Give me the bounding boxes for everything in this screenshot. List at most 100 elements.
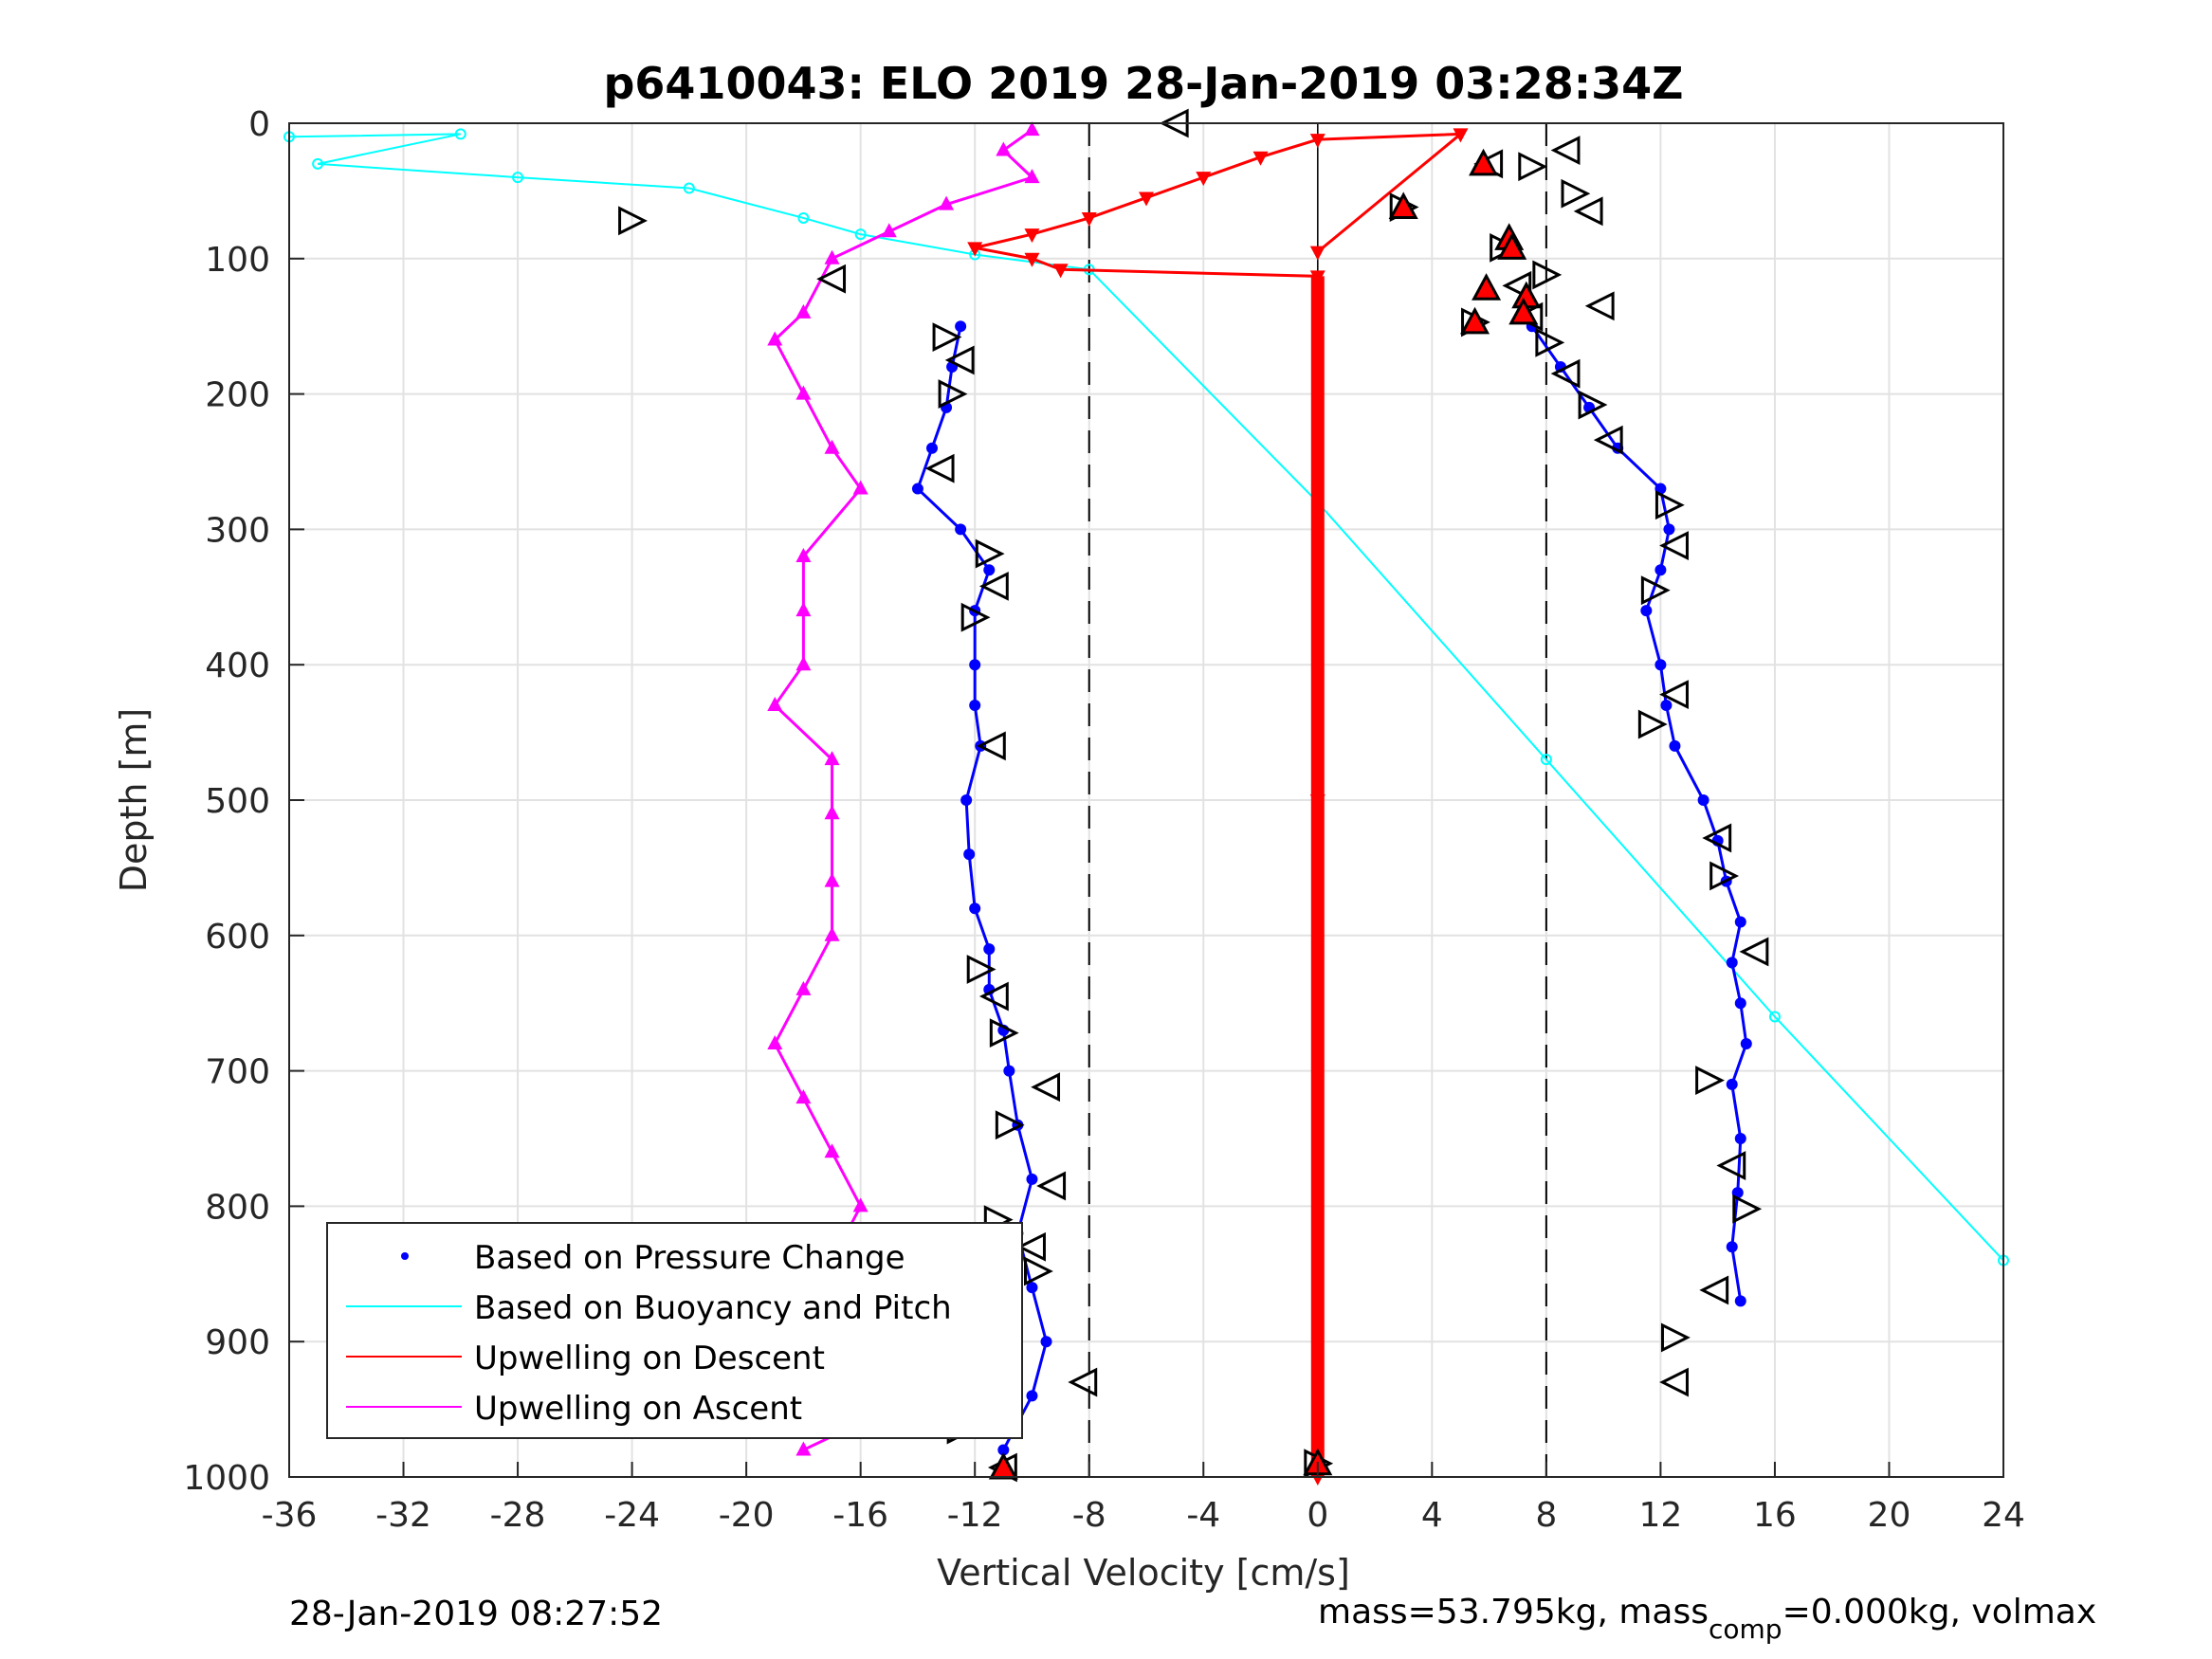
legend: Based on Pressure Change Based on Buoyan… [326,1222,1023,1439]
y-tick-label: 600 [205,918,270,957]
ascent-upwelling-point [824,805,840,820]
pressure-change-point [983,943,996,956]
ascent-upwelling-point [824,439,840,454]
flag-triangle [1550,358,1581,389]
pressure-change-point [955,523,967,536]
buoyancy-point [1540,754,1552,766]
y-axis-ticks: 0 100 200 300 400 500 600 700 800 900 1000 [183,105,304,1498]
flag-triangle [995,1110,1025,1140]
flag-triangle [989,1018,1019,1048]
flag-triangle [1732,1194,1763,1224]
descent-upwelling-point [1081,211,1097,227]
flag-triangle [1550,136,1581,165]
y-tick-label: 800 [205,1188,270,1227]
descent-upwelling-point [1024,228,1040,244]
flag-triangle [924,453,955,483]
buoyancy-point [454,128,466,140]
y-tick-label: 1000 [183,1459,270,1498]
flag-triangles [618,108,1769,1483]
x-tick-label: -4 [1186,1496,1220,1535]
pressure-change-point [911,483,923,495]
x-tick-label: 20 [1868,1496,1911,1535]
x-tick-label: 16 [1753,1496,1797,1535]
flag-triangle [1660,1322,1691,1353]
x-axis-ticks: -36 -32 -28 -24 -20 -16 -12 -8 -4 0 4 8 12 16 20 24 [262,1462,2025,1535]
x-tick-label: 4 [1421,1496,1443,1535]
descent-upwelling-point [1453,128,1469,143]
ascent-upwelling-point [767,331,783,346]
flag-triangle [1659,531,1689,560]
pressure-change-point [1663,523,1675,536]
pressure-change-point [1734,1295,1746,1307]
flag-triangle [1659,680,1689,710]
pressure-change-point [1740,1038,1752,1050]
ascent-upwelling-point [1024,121,1040,137]
red-flag-triangle [1508,297,1539,325]
legend-label-ascent: Upwelling on Ascent [474,1390,802,1428]
flag-triangle [1654,490,1685,520]
y-tick-label: 700 [205,1053,270,1092]
x-axis-label: Vertical Velocity [cm/s] [937,1552,1350,1594]
chart-title: p6410043: ELO 2019 28-Jan-2019 03:28:34Z [604,58,1684,109]
x-tick-label: 24 [1982,1496,2025,1535]
flag-triangle [966,955,996,984]
flag-triangle [1561,178,1591,209]
pressure-change-point [1660,700,1673,712]
flag-triangle [978,571,1009,601]
pressure-change-point [1669,739,1681,752]
pressure-change-point [1734,997,1746,1010]
flag-triangle [816,264,847,294]
buoyancy-point [683,182,695,194]
legend-marker-pressure [401,1252,409,1260]
flag-triangle [1584,291,1615,321]
y-tick-label: 400 [205,647,270,685]
pressure-change-point [1697,794,1709,806]
pressure-change-point [1726,1078,1738,1090]
footer-mass-suffix: =0.000kg, volmax [1782,1593,2097,1632]
footer-timestamp: 28-Jan-2019 08:27:52 [289,1595,663,1633]
flag-triangle [1637,709,1668,739]
flag-triangle [975,538,1005,569]
flag-triangle [976,731,1006,761]
y-tick-label: 300 [205,511,270,550]
ascent-upwelling-point [852,1197,868,1212]
ascent-upwelling-point [996,141,1012,156]
ascent-upwelling-point [795,385,812,400]
ascent-upwelling-point [795,1441,812,1456]
flag-triangle [932,322,962,353]
flag-triangle [1532,260,1563,290]
red-flag-triangle [1388,191,1418,220]
flag-triangle [1535,327,1565,357]
y-tick-label: 900 [205,1323,270,1362]
flag-triangle [1659,1367,1689,1397]
flag-triangle [1702,823,1732,853]
pressure-change-point [1734,1133,1746,1144]
flag-triangle [1699,1275,1729,1305]
footer-mass-subscript: comp [1709,1613,1782,1645]
pressure-change-point [1726,957,1738,969]
ascent-upwelling-point [824,872,840,887]
flag-triangle [960,602,991,632]
red-flag-triangle [1460,306,1490,335]
descent-upwelling-point [1309,246,1325,261]
series-upwelling-on-descent [967,128,1469,1486]
x-tick-label: -20 [719,1496,775,1535]
footer-mass-prefix: mass=53.795kg, mass [1318,1593,1709,1632]
legend-label-pressure: Based on Pressure Change [474,1239,905,1277]
x-tick-label: 0 [1307,1496,1328,1535]
pressure-change-point [969,700,981,712]
red-flag-triangle [988,1451,1018,1480]
flag-triangle [1573,196,1603,227]
red-flag-triangle [1472,273,1502,301]
ascent-upwelling-point [852,480,868,495]
flag-triangle [1023,1256,1053,1286]
flag-triangle [1031,1072,1061,1103]
ascent-upwelling-point [824,1143,840,1158]
flag-triangle [618,206,648,236]
descent-upwelling-point [967,242,983,257]
flag-triangle [1068,1367,1098,1397]
pressure-change-point [1654,564,1667,576]
legend-label-descent: Upwelling on Descent [474,1340,825,1377]
pressure-change-point [1026,1173,1038,1185]
red-flag-triangle [1469,148,1499,176]
